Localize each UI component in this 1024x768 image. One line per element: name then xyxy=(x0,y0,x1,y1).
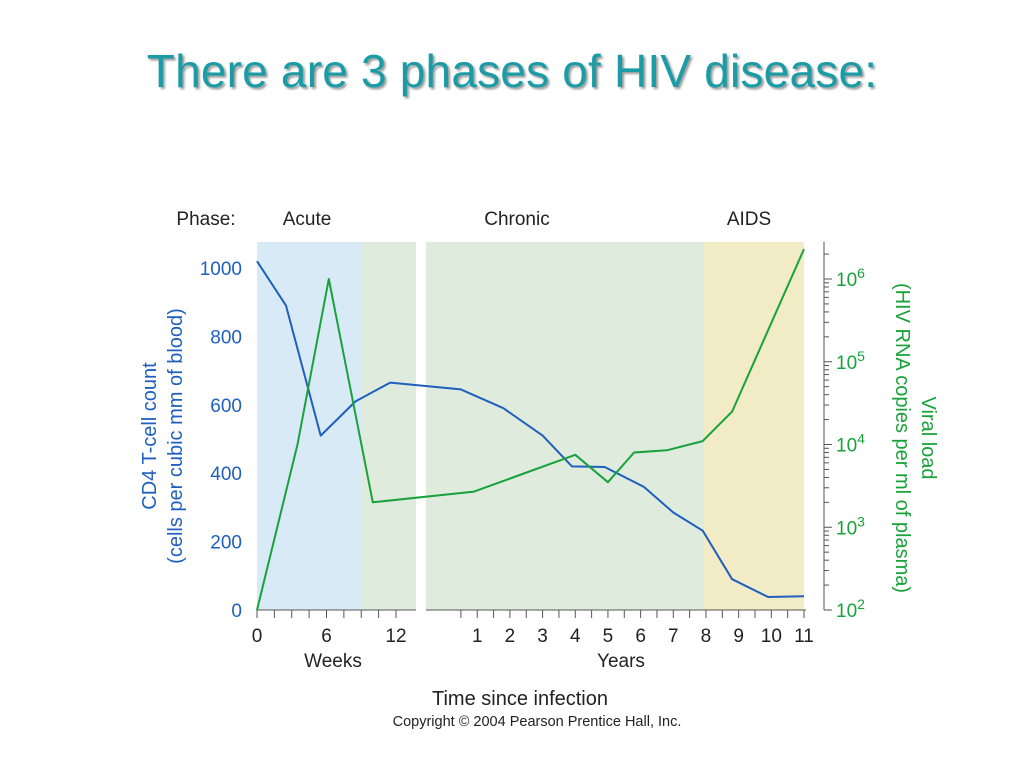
phase-name-acute: Acute xyxy=(283,209,332,230)
x-tick-label: 6 xyxy=(635,626,646,647)
y-left-title: CD4 T-cell count xyxy=(139,362,161,510)
slide-title: There are 3 phases of HIV disease: xyxy=(146,45,878,97)
x-tick-label: 8 xyxy=(701,626,712,647)
y-right-tick-label: 103 xyxy=(836,513,865,539)
x-tick-label: 7 xyxy=(668,626,679,647)
x-tick-label: 6 xyxy=(321,626,332,647)
x-tick-label: 3 xyxy=(537,626,548,647)
y-left-tick-label: 800 xyxy=(210,327,242,348)
y-left-tick-label: 200 xyxy=(210,533,242,554)
phase-name-aids: AIDS xyxy=(727,209,771,230)
y-right-title-sub: (HIV RNA copies per ml of plasma) xyxy=(891,283,913,593)
x-tick-label: 5 xyxy=(603,626,614,647)
phase-band-acute xyxy=(257,242,362,610)
y-left-tick-label: 600 xyxy=(210,396,242,417)
x-axis-title: Time since infection xyxy=(432,688,608,710)
x-tick-label: 11 xyxy=(794,626,814,647)
y-left-tick-label: 1000 xyxy=(200,259,242,280)
phase-label: Phase: xyxy=(176,209,235,230)
y-left-tick-label: 400 xyxy=(210,464,242,485)
x-unit-weeks: Weeks xyxy=(304,651,362,672)
y-right-tick-label: 105 xyxy=(836,348,865,374)
y-right-tick-label: 106 xyxy=(836,265,865,291)
x-tick-label: 1 xyxy=(472,626,483,647)
x-tick-label: 10 xyxy=(761,626,782,647)
phase-band-chronic xyxy=(362,242,704,610)
x-tick-label: 4 xyxy=(570,626,581,647)
copyright-notice: Copyright © 2004 Pearson Prentice Hall, … xyxy=(392,714,682,730)
x-tick-label: 2 xyxy=(505,626,516,647)
y-right-tick-label: 104 xyxy=(836,431,865,457)
x-tick-label: 9 xyxy=(733,626,744,647)
y-left-title-sub: (cells per cubic mm of blood) xyxy=(165,308,187,564)
x-unit-years: Years xyxy=(597,651,645,672)
y-left-tick-label: 0 xyxy=(231,601,242,622)
x-tick-label: 12 xyxy=(385,626,406,647)
phase-name-chronic: Chronic xyxy=(484,209,549,230)
y-right-title: Viral load xyxy=(917,396,939,479)
x-tick-label: 0 xyxy=(252,626,263,647)
cd4-count-line xyxy=(256,260,805,598)
axis-break xyxy=(416,240,426,612)
phase-band-aids xyxy=(704,242,804,610)
y-right-tick-label: 102 xyxy=(836,596,865,622)
viral-load-line xyxy=(256,248,805,611)
